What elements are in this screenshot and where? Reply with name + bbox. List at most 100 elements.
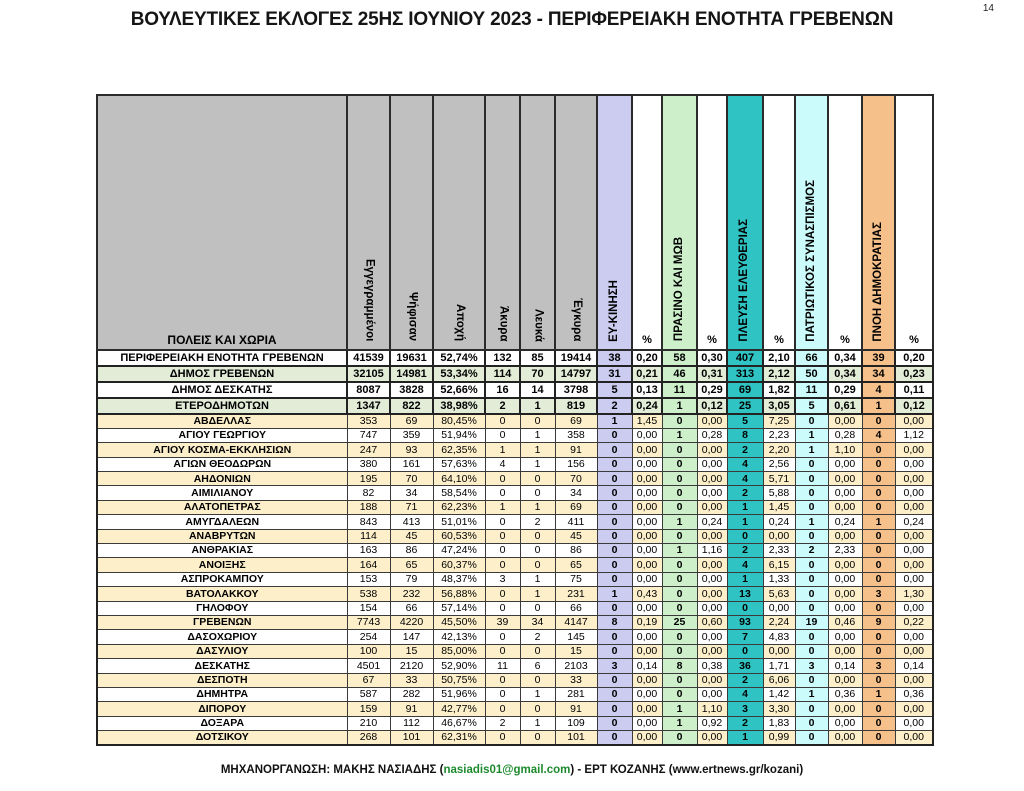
party-votes-cell-1: 58 bbox=[661, 349, 698, 367]
stat-cell-5: 14797 bbox=[554, 365, 598, 383]
row-name-cell: ΑΝΟΙΞΗΣ bbox=[96, 557, 348, 573]
column-header-party-1: ΠΡΑΣΙΝΟ ΚΑΙ ΜΩΒ bbox=[661, 94, 698, 351]
party-percent-cell-3: 0,00 bbox=[827, 485, 863, 501]
stat-cell-5: 19414 bbox=[554, 349, 598, 367]
stat-cell-2: 51,01% bbox=[432, 514, 486, 530]
party-votes-cell-4: 0 bbox=[861, 413, 896, 429]
party-votes-cell-0: 0 bbox=[596, 600, 633, 616]
party-votes-cell-3: 0 bbox=[794, 600, 829, 616]
party-percent-cell-4: 0,00 bbox=[894, 557, 934, 573]
stat-cell-1: 71 bbox=[389, 499, 434, 516]
party-percent-cell-2: 2,33 bbox=[762, 543, 796, 559]
stat-cell-5: 819 bbox=[554, 397, 598, 415]
stat-cell-5: 66 bbox=[554, 600, 598, 616]
party-votes-cell-3: 0 bbox=[794, 485, 829, 501]
party-votes-cell-2: 7 bbox=[726, 629, 764, 645]
party-percent-cell-2: 2,24 bbox=[762, 614, 796, 631]
party-votes-cell-1: 0 bbox=[661, 557, 698, 573]
vertical-label: Έγκυρα bbox=[570, 298, 583, 342]
party-votes-cell-0: 0 bbox=[596, 629, 633, 645]
footer-email-link[interactable]: nasiadis01@gmail.com bbox=[443, 764, 571, 776]
stat-cell-2: 53,34% bbox=[432, 365, 486, 383]
row-name-cell: ΑΓΙΟΥ ΚΟΣΜΑ-ΕΚΚΛΗΣΙΩΝ bbox=[96, 442, 348, 458]
footer-url-link[interactable]: www.ertnews.gr/kozani bbox=[672, 764, 800, 776]
party-votes-cell-3: 0 bbox=[794, 730, 829, 746]
party-percent-cell-2: 0,00 bbox=[762, 600, 796, 616]
stat-cell-0: 538 bbox=[346, 586, 391, 602]
stat-cell-5: 2103 bbox=[554, 658, 598, 674]
party-votes-cell-2: 313 bbox=[726, 365, 764, 383]
stat-cell-4: 14 bbox=[519, 381, 556, 399]
party-votes-cell-0: 1 bbox=[596, 413, 633, 429]
table-row: ΑΗΔΟΝΙΩΝ 195 70 64,10% 0 0 70 0 0,00 0 0,00 4 5,71 0 0… bbox=[96, 471, 934, 487]
column-header-stat-0: Εγγεγραμμένοι bbox=[346, 94, 391, 351]
party-votes-cell-3: 0 bbox=[794, 471, 829, 487]
party-percent-cell-3: 0,00 bbox=[827, 528, 863, 545]
stat-cell-5: 69 bbox=[554, 499, 598, 516]
party-percent-cell-3: 0,34 bbox=[827, 349, 863, 367]
page-number: 14 bbox=[982, 3, 994, 14]
party-votes-cell-4: 0 bbox=[861, 672, 896, 688]
party-votes-cell-0: 31 bbox=[596, 365, 633, 383]
party-percent-cell-3: 0,00 bbox=[827, 730, 863, 746]
party-percent-cell-1: 0,30 bbox=[696, 349, 728, 367]
party-percent-cell-4: 0,00 bbox=[894, 701, 934, 717]
party-votes-cell-4: 9 bbox=[861, 614, 896, 631]
party-percent-cell-2: 6,15 bbox=[762, 557, 796, 573]
stat-cell-3: 0 bbox=[484, 471, 521, 487]
party-percent-cell-2: 2,12 bbox=[762, 365, 796, 383]
party-votes-cell-2: 1 bbox=[726, 730, 764, 746]
stat-cell-1: 33 bbox=[389, 672, 434, 688]
table-row: ΑΒΔΕΛΛΑΣ 353 69 80,45% 0 0 69 1 1,45 0 0,00 5 7,25 0 0… bbox=[96, 413, 934, 429]
party-votes-cell-0: 0 bbox=[596, 485, 633, 501]
stat-cell-4: 2 bbox=[519, 629, 556, 645]
stat-cell-1: 69 bbox=[389, 413, 434, 429]
stat-cell-0: 353 bbox=[346, 413, 391, 429]
party-percent-cell-0: 0,00 bbox=[631, 643, 663, 660]
row-name-cell: ΔΕΣΚΑΤΗΣ bbox=[96, 658, 348, 674]
party-percent-cell-1: 0,00 bbox=[696, 413, 728, 429]
party-votes-cell-1: 1 bbox=[661, 715, 698, 732]
party-votes-cell-4: 0 bbox=[861, 456, 896, 473]
stat-cell-0: 4501 bbox=[346, 658, 391, 674]
party-votes-cell-2: 8 bbox=[726, 427, 764, 444]
party-percent-cell-2: 2,10 bbox=[762, 349, 796, 367]
stat-cell-1: 65 bbox=[389, 557, 434, 573]
party-votes-cell-1: 0 bbox=[661, 571, 698, 588]
party-votes-cell-1: 0 bbox=[661, 586, 698, 602]
party-percent-cell-0: 0,00 bbox=[631, 543, 663, 559]
stat-cell-2: 80,45% bbox=[432, 413, 486, 429]
page-title: ΒΟΥΛΕΥΤΙΚΕΣ ΕΚΛΟΓΕΣ 25ΗΣ ΙΟΥΝΙΟΥ 2023 - … bbox=[130, 9, 894, 30]
stat-cell-1: 15 bbox=[389, 643, 434, 660]
party-votes-cell-3: 0 bbox=[794, 629, 829, 645]
party-percent-cell-2: 2,56 bbox=[762, 456, 796, 473]
table-row: ΑΝΟΙΞΗΣ 164 65 60,37% 0 0 65 0 0,00 0 0,00 4 6,15 0 0,… bbox=[96, 557, 934, 573]
table-row: ΒΑΤΟΛΑΚΚΟΥ 538 232 56,88% 0 1 231 1 0,43 0 0,00 13 5… bbox=[96, 586, 934, 602]
vertical-label: ΠΝΟΗ ΔΗΜΟΚΡΑΤΙΑΣ bbox=[871, 221, 884, 342]
stat-cell-2: 38,98% bbox=[432, 397, 486, 415]
stat-cell-4: 1 bbox=[519, 442, 556, 458]
party-votes-cell-3: 0 bbox=[794, 586, 829, 602]
stat-cell-3: 3 bbox=[484, 571, 521, 588]
party-percent-cell-0: 0,14 bbox=[631, 658, 663, 674]
stat-cell-4: 1 bbox=[519, 686, 556, 703]
party-votes-cell-2: 36 bbox=[726, 658, 764, 674]
party-votes-cell-2: 1 bbox=[726, 499, 764, 516]
party-percent-cell-4: 0,00 bbox=[894, 471, 934, 487]
stat-cell-3: 11 bbox=[484, 658, 521, 674]
stat-cell-2: 42,77% bbox=[432, 701, 486, 717]
party-votes-cell-4: 0 bbox=[861, 557, 896, 573]
footer-text-prefix: ΜΗΧΑΝΟΡΓΑΝΩΣΗ: ΜΑΚΗΣ ΝΑΣΙΑΔΗΣ ( bbox=[220, 764, 444, 776]
party-votes-cell-1: 0 bbox=[661, 600, 698, 616]
party-percent-cell-0: 0,00 bbox=[631, 571, 663, 588]
party-percent-cell-0: 0,43 bbox=[631, 586, 663, 602]
stat-cell-1: 14981 bbox=[389, 365, 434, 383]
stat-cell-3: 0 bbox=[484, 643, 521, 660]
party-percent-cell-4: 0,23 bbox=[894, 365, 934, 383]
party-percent-cell-3: 0,00 bbox=[827, 586, 863, 602]
party-votes-cell-3: 1 bbox=[794, 514, 829, 530]
party-votes-cell-0: 0 bbox=[596, 442, 633, 458]
stat-cell-2: 62,31% bbox=[432, 730, 486, 746]
party-votes-cell-4: 0 bbox=[861, 715, 896, 732]
